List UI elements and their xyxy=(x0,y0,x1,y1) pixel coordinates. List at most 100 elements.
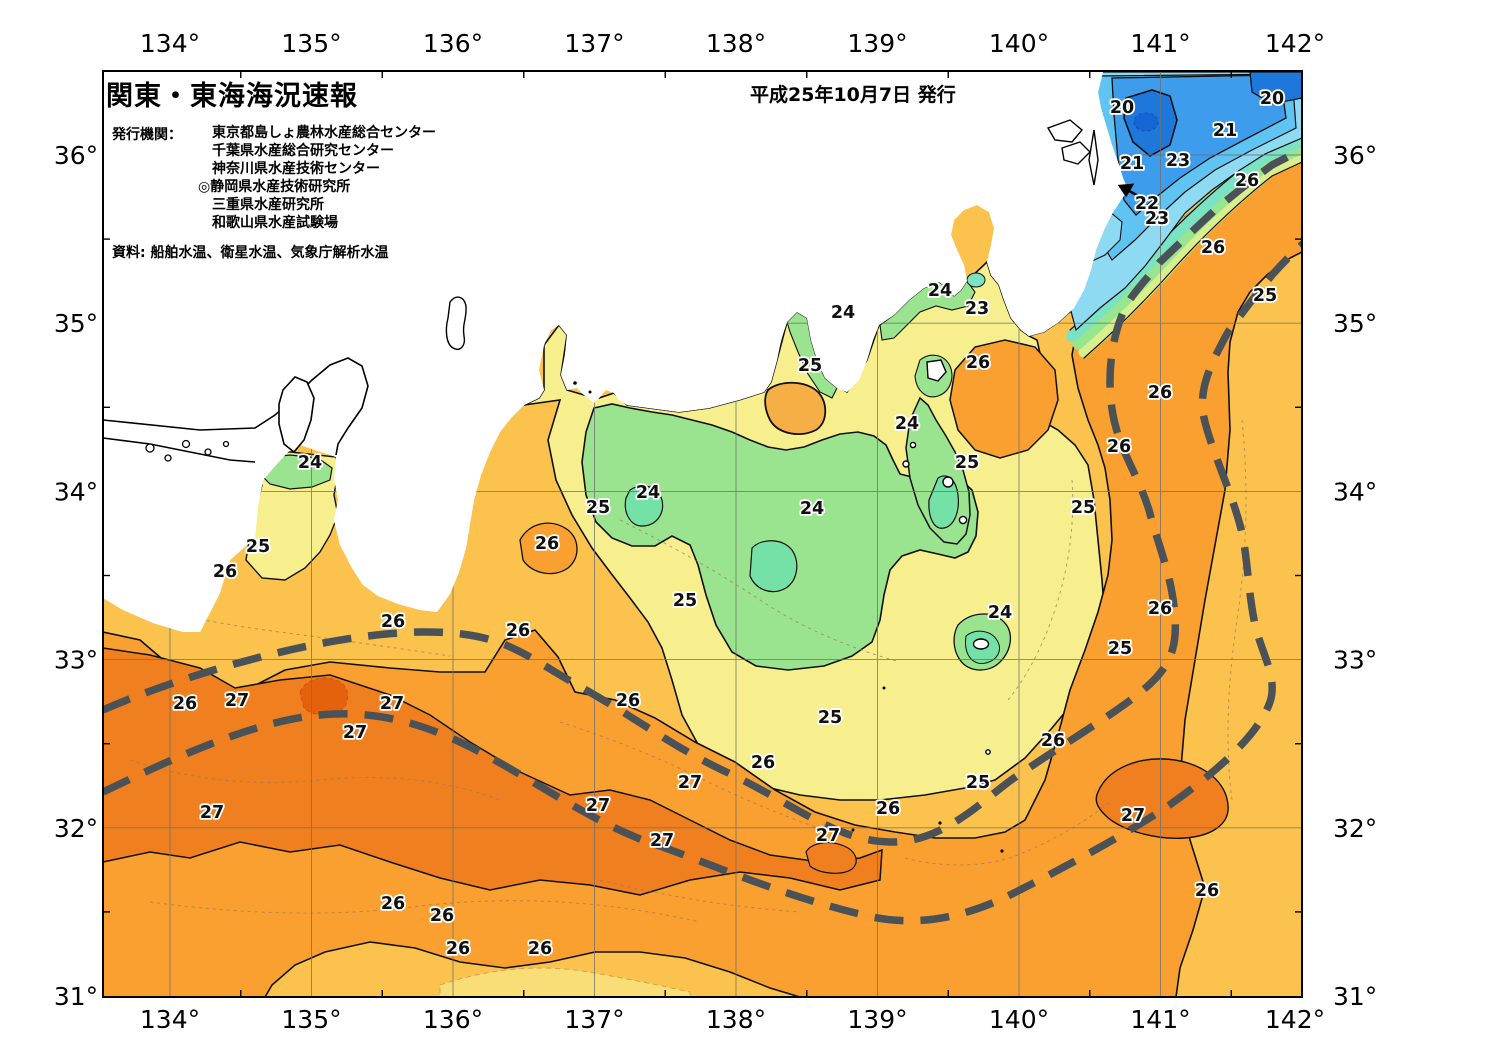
isotherm-label-24: 24 xyxy=(831,303,855,323)
isotherm-label-25: 25 xyxy=(246,537,270,557)
cool-strip-bottom xyxy=(439,967,691,997)
isotherm-label-26: 26 xyxy=(1107,437,1131,457)
top-axis-label-139: 139° xyxy=(847,29,907,58)
top-axis-label-137: 137° xyxy=(564,29,624,58)
right-axis-label-31: 31° xyxy=(1333,982,1377,1011)
isotherm-label-25: 25 xyxy=(586,498,610,518)
isotherm-label-20: 20 xyxy=(1260,89,1284,109)
issuer-item: ◎静岡県水産技術研究所 xyxy=(198,179,351,195)
isotherm-label-20: 20 xyxy=(1110,98,1134,118)
issuer-item: 東京都島しょ農林水産総合センター xyxy=(212,125,436,141)
right-axis-label-35: 35° xyxy=(1333,309,1377,338)
right-axis-label-33: 33° xyxy=(1333,646,1377,675)
warm-pocket-omaezaki xyxy=(764,381,827,435)
isotherm-label-27: 27 xyxy=(586,796,610,816)
bottom-axis-label-141: 141° xyxy=(1130,1005,1190,1034)
mikurajima-island xyxy=(958,515,968,525)
isotherm-label-27: 27 xyxy=(380,694,404,714)
isotherm-label-24: 24 xyxy=(800,499,824,519)
isotherm-label-26: 26 xyxy=(751,753,775,773)
isotherm-label-26: 26 xyxy=(446,939,470,959)
miyakejima-island xyxy=(942,476,954,488)
half-degree-ticks xyxy=(103,70,1302,997)
isotherm-label-24: 24 xyxy=(298,453,322,473)
isotherm-label-26: 26 xyxy=(1148,599,1172,619)
isotherm-label-27: 27 xyxy=(200,803,224,823)
right-axis-label-36: 36° xyxy=(1333,141,1377,170)
left-axis-label-34: 34° xyxy=(54,477,98,506)
isotherm-label-26: 26 xyxy=(1235,171,1259,191)
isotherm-label-26: 26 xyxy=(381,612,405,632)
bottom-axis-label-134: 134° xyxy=(140,1005,200,1034)
awaji-island xyxy=(278,376,315,454)
isotherm-label-25: 25 xyxy=(1253,286,1277,306)
isotherm-label-22: 22 xyxy=(1135,194,1159,214)
top-axis-label-134: 134° xyxy=(140,29,200,58)
intermediate-isotherms xyxy=(117,419,1247,923)
isotherm-label-26: 26 xyxy=(506,621,530,641)
top-axis-label-140: 140° xyxy=(989,29,1049,58)
isotherm-label-23: 23 xyxy=(965,299,989,319)
cold-core-inner xyxy=(1133,112,1159,132)
bottom-axis-label-136: 136° xyxy=(423,1005,483,1034)
top-axis-label-141: 141° xyxy=(1130,29,1190,58)
top-axis-label-136: 136° xyxy=(423,29,483,58)
isotherm-label-26: 26 xyxy=(1201,238,1225,258)
islet-specks xyxy=(573,381,1004,853)
left-axis-label-36: 36° xyxy=(54,141,98,170)
isotherm-label-21: 21 xyxy=(1213,121,1237,141)
top-axis-label-135: 135° xyxy=(281,29,341,58)
isotherm-label-24: 24 xyxy=(895,414,919,434)
left-axis-label-33: 33° xyxy=(54,646,98,675)
isotherm-label-26: 26 xyxy=(535,534,559,554)
axis-tick-labels: 134° 134° 135° 135° 136° 136° 137° 137° 138° 138°… xyxy=(54,29,1377,1034)
warmest-core xyxy=(299,677,349,716)
page-title: 関東・東海海況速報 xyxy=(106,81,358,112)
right-axis-label-34: 34° xyxy=(1333,477,1377,506)
isotherm-label-24: 24 xyxy=(988,603,1012,623)
left-axis-label-32: 32° xyxy=(54,814,98,843)
top-axis-label-142: 142° xyxy=(1265,29,1325,58)
isotherm-label-27: 27 xyxy=(650,831,674,851)
warm-pocket-kumano xyxy=(519,522,578,575)
cold-pocket-tokyo-bay-mouth xyxy=(966,272,986,288)
bottom-axis-label-139: 139° xyxy=(847,1005,907,1034)
left-axis-label-35: 35° xyxy=(54,309,98,338)
issuer-list: 東京都島しょ農林水産総合センター 千葉県水産総合研究センター 神奈川県水産技術センタ… xyxy=(198,124,436,232)
isotherm-label-25: 25 xyxy=(818,708,842,728)
warm-core-small xyxy=(805,842,857,874)
isotherm-label-24: 24 xyxy=(928,281,952,301)
hachijojima-island xyxy=(972,638,990,650)
isotherm-label-26: 26 xyxy=(1041,731,1065,751)
top-axis-label-138: 138° xyxy=(706,29,766,58)
bottom-axis-label-135: 135° xyxy=(281,1005,341,1034)
cool-core-4 xyxy=(624,485,664,527)
aogashima-island xyxy=(985,749,991,755)
isotherm-band-27 xyxy=(103,647,883,896)
isotherm-label-25: 25 xyxy=(1108,639,1132,659)
niijima-island xyxy=(909,441,917,449)
warm-core-east xyxy=(1095,758,1229,839)
izu-islands xyxy=(902,359,991,755)
isotherm-label-23: 23 xyxy=(1166,151,1190,171)
info-panel-bg xyxy=(104,72,745,269)
isotherm-label-26: 26 xyxy=(213,562,237,582)
isotherm-label-26: 26 xyxy=(1195,881,1219,901)
isotherm-label-25: 25 xyxy=(1071,498,1095,518)
issue-date: 平成25年10月7日 発行 xyxy=(750,84,956,106)
map-frame xyxy=(102,70,1303,998)
issuer-item: 和歌山県水産試験場 xyxy=(212,215,338,231)
isotherm-label-23: 23 xyxy=(1145,209,1169,229)
isotherm-label-27: 27 xyxy=(678,773,702,793)
isotherm-label-26: 26 xyxy=(616,691,640,711)
isotherm-label-25: 25 xyxy=(673,591,697,611)
isotherm-label-26: 26 xyxy=(1148,383,1172,403)
isotherm-label-24: 24 xyxy=(636,483,660,503)
coastline-and-details xyxy=(103,71,1302,925)
lake-biwa xyxy=(445,296,467,350)
isotherm-label-26: 26 xyxy=(528,939,552,959)
issuer-item: 三重県水産研究所 xyxy=(212,197,324,213)
